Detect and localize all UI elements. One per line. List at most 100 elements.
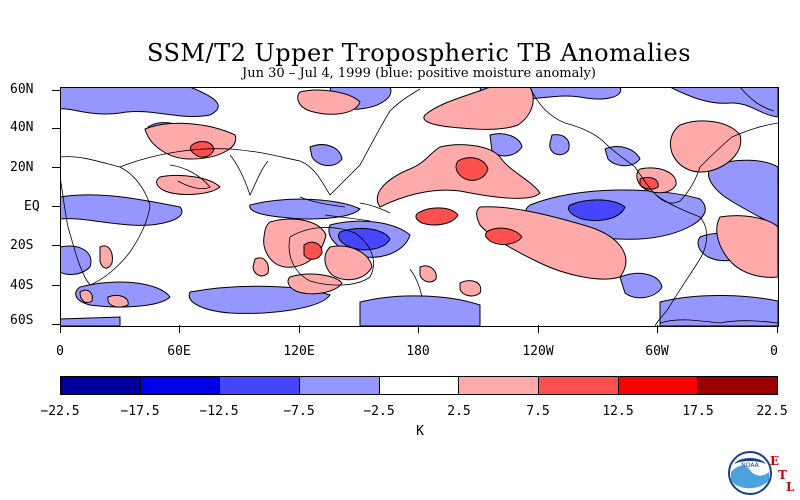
lat-label-20n: 20N — [10, 160, 34, 175]
new-zealand-coastline — [409, 268, 423, 298]
colorbar-label: 2.5 — [447, 404, 471, 419]
maritime-continent-coastline — [299, 196, 391, 222]
lat-label-40n: 40N — [10, 120, 34, 135]
colorbar-label: 7.5 — [526, 404, 550, 419]
lat-tick — [52, 128, 60, 129]
colorbar-segment-4 — [379, 377, 460, 394]
lon-tick — [179, 325, 180, 333]
anomaly-blob — [549, 134, 570, 156]
lat-label-40s: 40S — [10, 278, 34, 293]
lat-label-eq: EQ — [24, 199, 40, 214]
colorbar-label: −17.5 — [120, 404, 160, 419]
colorbar-label: −22.5 — [40, 404, 80, 419]
anomaly-blob — [707, 159, 778, 228]
lon-tick — [299, 325, 300, 333]
greenland-coastline — [739, 87, 775, 112]
logo-letter-t: T — [778, 468, 787, 482]
lat-tick — [52, 285, 60, 286]
lat-label-20s: 20S — [10, 238, 34, 253]
lat-tick — [52, 206, 60, 207]
lat-tick — [52, 245, 60, 246]
anomaly-blob — [79, 289, 93, 304]
anomaly-blob — [75, 281, 171, 308]
eurasia-coastline — [119, 88, 421, 196]
strong-positive-anomaly-regions — [189, 141, 659, 260]
anomaly-blob — [568, 199, 626, 221]
map-title: SSM/T2 Upper Tropospheric TB Anomalies — [146, 39, 692, 67]
anomaly-blob — [669, 87, 778, 118]
anomaly-blob — [303, 241, 323, 260]
australia-coastline — [288, 227, 374, 286]
colorbar-segment-0 — [61, 377, 141, 394]
anomaly-blob — [324, 245, 373, 281]
anomaly-blob — [485, 227, 523, 245]
anomaly-blob — [60, 245, 92, 275]
colorbar-segment-8 — [698, 377, 778, 394]
lon-label-60w: 60W — [645, 344, 669, 359]
logo-letter-e: E — [770, 454, 780, 468]
lon-tick — [657, 325, 658, 333]
map-subtitle: Jun 30 – Jul 4, 1999 (blue: positive moi… — [242, 66, 596, 81]
colorbar-segment-7 — [618, 377, 699, 394]
noaa-text: NOAA — [741, 462, 759, 469]
anomaly-blob — [309, 144, 343, 166]
anomaly-blob — [359, 295, 481, 326]
coastlines — [60, 87, 778, 326]
lon-label-180: 180 — [406, 344, 430, 359]
lat-label-60n: 60N — [10, 82, 34, 97]
lon-label-0: 0 — [56, 344, 64, 359]
lon-tick — [538, 325, 539, 333]
colorbar-label: −2.5 — [363, 404, 395, 419]
anomaly-blob — [287, 273, 343, 295]
arabia-coastline — [169, 164, 211, 189]
lat-tick — [52, 167, 60, 168]
colorbar — [60, 376, 778, 395]
lon-label-120w: 120W — [522, 344, 554, 359]
anomaly-blob — [297, 89, 361, 115]
colorbar-label: 17.5 — [682, 404, 714, 419]
lat-tick — [52, 90, 60, 91]
lon-label-120e: 120E — [283, 344, 315, 359]
anomaly-blob — [415, 207, 459, 226]
anomaly-blob — [419, 265, 437, 283]
logo-letter-l: L — [786, 480, 795, 494]
colorbar-segment-6 — [539, 377, 619, 394]
strong-negative-anomaly-regions — [337, 199, 626, 251]
colorbar-unit: K — [416, 424, 424, 439]
anomaly-blob — [60, 194, 183, 226]
lon-tick — [777, 325, 778, 333]
india-coastline — [229, 154, 269, 197]
anomaly-blob — [60, 87, 219, 118]
anomaly-blob — [144, 122, 237, 160]
noaa-emblem-icon: NOAA — [728, 451, 772, 495]
anomaly-blob — [249, 198, 361, 220]
anomaly-blob — [60, 316, 121, 326]
anomaly-blob — [459, 280, 482, 297]
anomaly-blob — [455, 157, 489, 181]
noaa-etl-logo: NOAA E T L — [726, 448, 796, 498]
lat-tick — [52, 324, 60, 325]
colorbar-segment-3 — [300, 377, 380, 394]
colorbar-label: 22.5 — [756, 404, 788, 419]
colorbar-segment-2 — [220, 377, 301, 394]
anomaly-blob — [604, 146, 641, 167]
anomaly-blob — [423, 87, 534, 130]
anomaly-blob — [716, 215, 778, 278]
anomaly-blob — [188, 285, 331, 314]
anomaly-blob — [659, 294, 778, 326]
lon-tick — [60, 325, 61, 333]
anomaly-blob — [99, 245, 113, 269]
colorbar-segment-5 — [459, 377, 540, 394]
south-america-coastline — [654, 194, 708, 326]
anomaly-blob — [376, 144, 541, 208]
lon-label-0-east: 0 — [770, 344, 778, 359]
lon-label-60e: 60E — [167, 344, 191, 359]
anomaly-blob — [619, 272, 663, 299]
colorbar-segment-1 — [140, 377, 221, 394]
antarctic-fringe-coastline — [659, 319, 778, 324]
positive-anomaly-regions — [79, 87, 778, 308]
lon-tick — [418, 325, 419, 333]
anomaly-blob — [252, 257, 269, 277]
lat-label-60s: 60S — [10, 313, 34, 328]
anomaly-blob — [107, 294, 129, 308]
